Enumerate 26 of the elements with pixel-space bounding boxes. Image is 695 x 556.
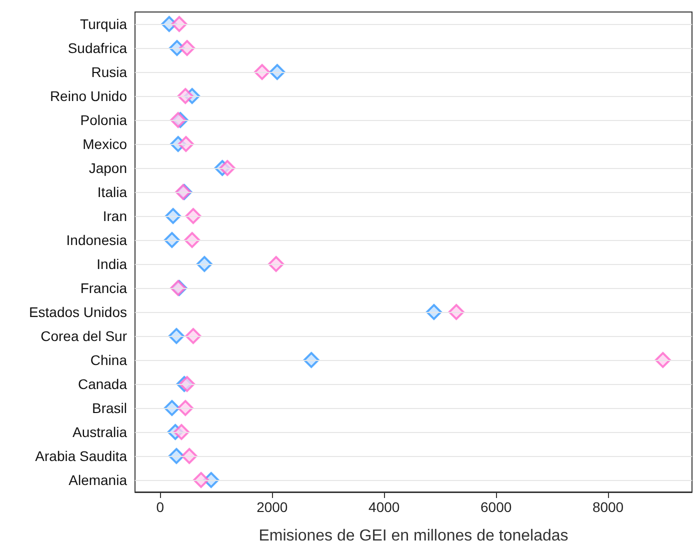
y-tick-label: Estados Unidos	[28, 304, 127, 320]
y-tick-label: Brasil	[92, 400, 127, 416]
x-axis-title: Emisiones de GEI en millones de toneladas	[258, 528, 568, 544]
x-tick-label: 8000	[592, 499, 624, 515]
y-tick-label: Indonesia	[66, 232, 128, 248]
y-tick-label: Italia	[97, 184, 128, 200]
y-tick-label: Rusia	[91, 64, 128, 80]
x-tick-label: 0	[156, 499, 164, 515]
y-tick-label: Canada	[78, 376, 128, 392]
y-tick-label: Arabia Saudita	[35, 448, 128, 464]
y-tick-label: Australia	[72, 424, 128, 440]
y-tick-label: Turquia	[80, 16, 128, 32]
y-tick-label: Sudafrica	[68, 40, 128, 56]
y-tick-label: Corea del Sur	[40, 328, 128, 344]
y-tick-label: Francia	[80, 280, 128, 296]
y-tick-label: Alemania	[68, 472, 128, 488]
x-tick-label: 6000	[480, 499, 512, 515]
y-tick-label: Reino Unido	[50, 88, 128, 104]
y-tick-label: India	[96, 256, 128, 272]
y-tick-label: Japon	[88, 160, 127, 176]
y-tick-label: Mexico	[82, 136, 128, 152]
y-tick-label: Iran	[102, 208, 127, 224]
x-tick-label: 2000	[256, 499, 288, 515]
x-tick-label: 4000	[368, 499, 400, 515]
y-tick-label: Polonia	[80, 112, 128, 128]
y-tick-label: China	[90, 352, 128, 368]
